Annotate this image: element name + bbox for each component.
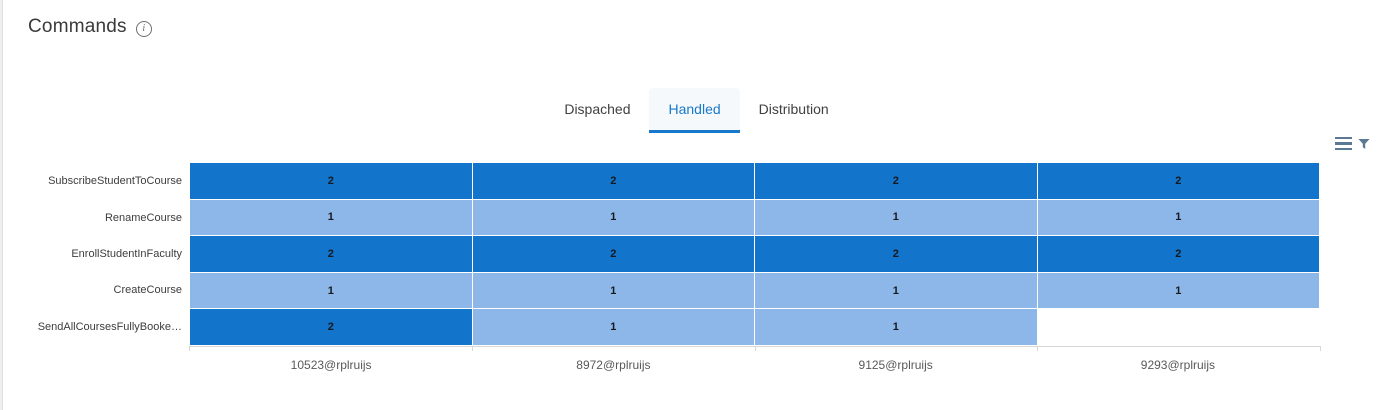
page-title: Commands: [28, 16, 127, 37]
tab-handled[interactable]: Handled: [649, 88, 740, 133]
axis-tick: [471, 346, 473, 351]
column-label: 9293@rplruijs: [1140, 358, 1215, 372]
heatmap-cell[interactable]: 2: [1037, 163, 1319, 199]
heatmap-cell: [1037, 309, 1319, 345]
axis-tick: [1037, 346, 1039, 351]
chart-header: Commands i: [28, 16, 152, 38]
heatmap-cell[interactable]: 2: [472, 236, 754, 272]
column-label: 10523@rplruijs: [290, 358, 372, 372]
row-label: SendAllCoursesFullyBooke…: [37, 320, 182, 333]
heatmap-cell[interactable]: 1: [755, 199, 1037, 236]
row-label: EnrollStudentInFaculty: [71, 247, 182, 260]
heatmap-row-labels: SubscribeStudentToCourse RenameCourse Enro…: [0, 163, 182, 345]
row-label: SubscribeStudentToCourse: [48, 175, 182, 188]
column-label: 9125@rplruijs: [858, 358, 933, 372]
heatmap-cell[interactable]: 2: [190, 309, 472, 345]
heatmap-cell[interactable]: 1: [755, 309, 1037, 345]
heatmap-cell[interactable]: 1: [190, 272, 472, 309]
heatmap-cell[interactable]: 1: [1037, 199, 1319, 236]
row-label: RenameCourse: [104, 211, 182, 224]
axis-tick: [189, 346, 190, 351]
axis-tick: [754, 346, 756, 351]
heatmap-cell[interactable]: 2: [755, 236, 1037, 272]
hamburger-menu-icon[interactable]: [1335, 137, 1352, 150]
tabs: Dispached Handled Distribution: [0, 88, 1393, 133]
heatmap-cell[interactable]: 1: [472, 309, 754, 345]
tab-distribution[interactable]: Distribution: [758, 101, 829, 117]
axis-tick: [1320, 346, 1321, 351]
info-icon[interactable]: i: [135, 20, 152, 37]
heatmap-cell[interactable]: 1: [190, 199, 472, 236]
row-label: CreateCourse: [113, 284, 182, 297]
heatmap-cell[interactable]: 1: [472, 272, 754, 309]
heatmap-cell[interactable]: 1: [1037, 272, 1319, 309]
column-label: 8972@rplruijs: [576, 358, 651, 372]
heatmap-cell[interactable]: 2: [755, 163, 1037, 199]
heatmap-column-labels: 10523@rplruijs 8972@rplruijs 9125@rplruijs…: [190, 358, 1319, 372]
chart-toolbar: [1335, 137, 1370, 150]
heatmap-cell[interactable]: 2: [472, 163, 754, 199]
heatmap-axis-line: [189, 346, 1321, 351]
panel-left-edge: [0, 0, 3, 410]
heatmap-cell[interactable]: 1: [472, 199, 754, 236]
heatmap-cell[interactable]: 1: [755, 272, 1037, 309]
heatmap-cell[interactable]: 2: [190, 163, 472, 199]
filter-funnel-icon[interactable]: [1358, 138, 1370, 150]
heatmap-cell[interactable]: 2: [1037, 236, 1319, 272]
tab-dispached[interactable]: Dispached: [564, 101, 631, 117]
heatmap-cell[interactable]: 2: [190, 236, 472, 272]
